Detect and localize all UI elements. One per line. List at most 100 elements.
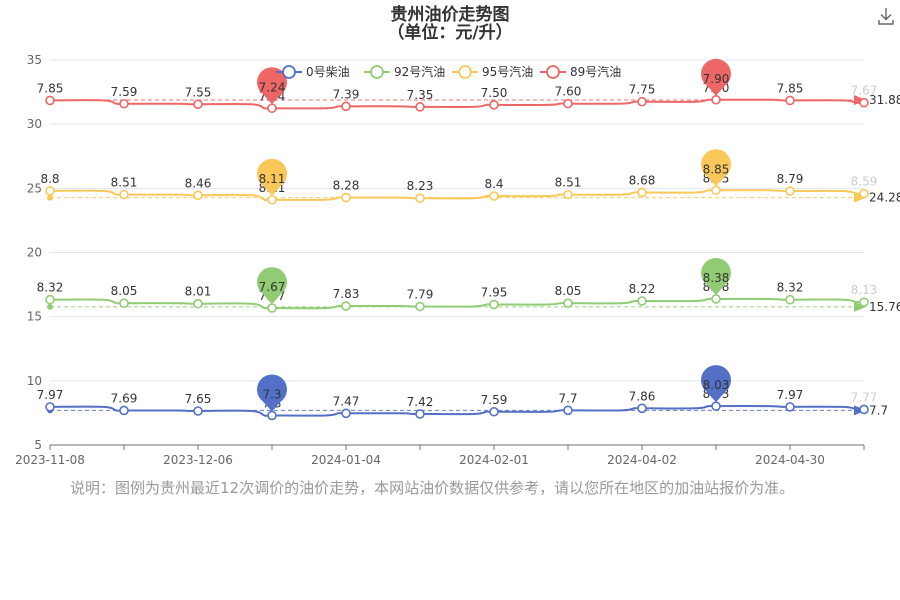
legend-item[interactable]: 95号汽油 bbox=[452, 64, 533, 79]
data-label: 8.22 bbox=[629, 282, 656, 296]
data-label: 8.51 bbox=[111, 176, 138, 190]
pin-label: 7.90 bbox=[703, 72, 730, 86]
data-label: 7.77 bbox=[851, 390, 878, 404]
y-tick-label: 5 bbox=[34, 438, 42, 452]
pin-label: 8.38 bbox=[703, 271, 730, 285]
average-arrow bbox=[854, 301, 866, 312]
data-point bbox=[563, 298, 573, 308]
pin-label: 8.85 bbox=[703, 162, 730, 176]
y-tick-label: 20 bbox=[27, 246, 42, 260]
data-label: 8.51 bbox=[555, 176, 582, 190]
pin-label: 7.24 bbox=[259, 80, 286, 94]
data-label: 8.4 bbox=[484, 177, 503, 191]
data-point bbox=[119, 298, 129, 308]
extreme-pin: 7.90 bbox=[701, 58, 732, 96]
data-point bbox=[193, 99, 203, 110]
legend[interactable]: 0号柴油 92号汽油 95号汽油 89号汽油 bbox=[276, 64, 621, 79]
x-tick-label: 2024-04-02 bbox=[607, 453, 677, 467]
data-label: 7.47 bbox=[333, 394, 360, 408]
data-point bbox=[563, 405, 573, 416]
data-point bbox=[267, 303, 277, 313]
data-label: 7.59 bbox=[481, 393, 508, 407]
data-point bbox=[341, 101, 351, 112]
data-label: 7.79 bbox=[407, 288, 434, 302]
data-label: 7.65 bbox=[185, 392, 212, 406]
data-point bbox=[489, 299, 499, 310]
y-tick-label: 10 bbox=[27, 374, 42, 388]
data-point bbox=[859, 297, 869, 307]
data-label: 7.83 bbox=[333, 287, 360, 301]
data-label: 7.69 bbox=[111, 391, 138, 405]
extreme-pin: 8.03 bbox=[701, 365, 732, 403]
pin-label: 8.11 bbox=[259, 172, 286, 186]
grid-lines bbox=[50, 59, 864, 446]
data-point bbox=[415, 193, 425, 204]
download-icon bbox=[878, 8, 894, 25]
data-label: 7.60 bbox=[555, 85, 582, 99]
data-point bbox=[563, 98, 573, 109]
data-point bbox=[341, 192, 351, 203]
average-label: 7.7 bbox=[869, 403, 888, 417]
y-tick-label: 35 bbox=[27, 53, 42, 67]
x-tick-label: 2023-12-06 bbox=[163, 453, 233, 467]
data-point bbox=[637, 403, 647, 414]
data-point bbox=[711, 401, 721, 411]
data-point bbox=[415, 301, 425, 312]
extreme-pin: 8.11 bbox=[257, 158, 288, 196]
data-label: 7.59 bbox=[111, 85, 138, 99]
data-point bbox=[489, 100, 499, 110]
data-label: 8.01 bbox=[185, 285, 212, 299]
data-label: 7.97 bbox=[37, 388, 64, 402]
average-lines: 7.7 15.76 24.28 31.88 bbox=[47, 93, 900, 417]
legend-label: 89号汽油 bbox=[570, 64, 621, 79]
data-point bbox=[489, 191, 499, 201]
legend-item[interactable]: 92号汽油 bbox=[364, 64, 445, 79]
data-point bbox=[489, 406, 499, 417]
series-lines bbox=[45, 94, 869, 421]
pin-shape bbox=[257, 374, 288, 412]
pin-label: 8.03 bbox=[703, 378, 730, 392]
series-line bbox=[49, 189, 865, 202]
data-label: 8.32 bbox=[37, 281, 64, 295]
data-label: 8.32 bbox=[777, 281, 804, 295]
y-tick-label: 25 bbox=[27, 181, 42, 195]
data-label: 7.35 bbox=[407, 88, 434, 102]
y-tick-label: 30 bbox=[27, 117, 42, 131]
pin-shape bbox=[701, 365, 732, 403]
download-button[interactable] bbox=[874, 4, 898, 28]
data-label: 7.85 bbox=[37, 81, 64, 95]
data-point bbox=[267, 194, 277, 205]
series-line bbox=[49, 98, 865, 110]
data-point bbox=[267, 410, 277, 421]
data-point bbox=[859, 188, 869, 199]
extreme-pin: 7.3 bbox=[257, 374, 288, 412]
data-point bbox=[563, 189, 573, 200]
legend-label: 95号汽油 bbox=[482, 64, 533, 79]
average-label: 15.76 bbox=[869, 300, 900, 314]
data-point bbox=[119, 189, 129, 200]
legend-item[interactable]: 0号柴油 bbox=[276, 65, 350, 79]
legend-marker bbox=[370, 65, 384, 79]
pin-shape bbox=[701, 58, 732, 96]
data-point bbox=[785, 294, 795, 305]
pin-shape bbox=[257, 267, 288, 305]
data-point bbox=[45, 402, 55, 412]
y-tick-label: 15 bbox=[27, 310, 42, 324]
chart-note: 说明：图例为贵州最近12次调价的油价走势，本网站油价数据仅供参考，请以您所在地区… bbox=[70, 479, 795, 497]
data-label: 7.75 bbox=[629, 83, 656, 97]
axes: 5 10 15 20 25 30 35 2023-11-08 2023-12-06 2024-01… bbox=[15, 53, 865, 467]
pin-shape bbox=[257, 158, 288, 196]
data-point bbox=[859, 404, 869, 415]
pin-shape bbox=[701, 257, 732, 295]
data-label: 7.95 bbox=[481, 285, 508, 299]
data-point bbox=[45, 186, 55, 196]
data-point bbox=[119, 98, 129, 109]
series-line bbox=[49, 297, 865, 310]
pin-label: 7.67 bbox=[259, 280, 286, 294]
x-tick-label: 2024-01-04 bbox=[311, 453, 381, 467]
data-point bbox=[341, 301, 351, 311]
legend-item[interactable]: 89号汽油 bbox=[540, 64, 621, 79]
average-arrow bbox=[854, 192, 866, 203]
x-tick-label: 2024-02-01 bbox=[459, 453, 529, 467]
data-label: 7.39 bbox=[333, 87, 360, 101]
